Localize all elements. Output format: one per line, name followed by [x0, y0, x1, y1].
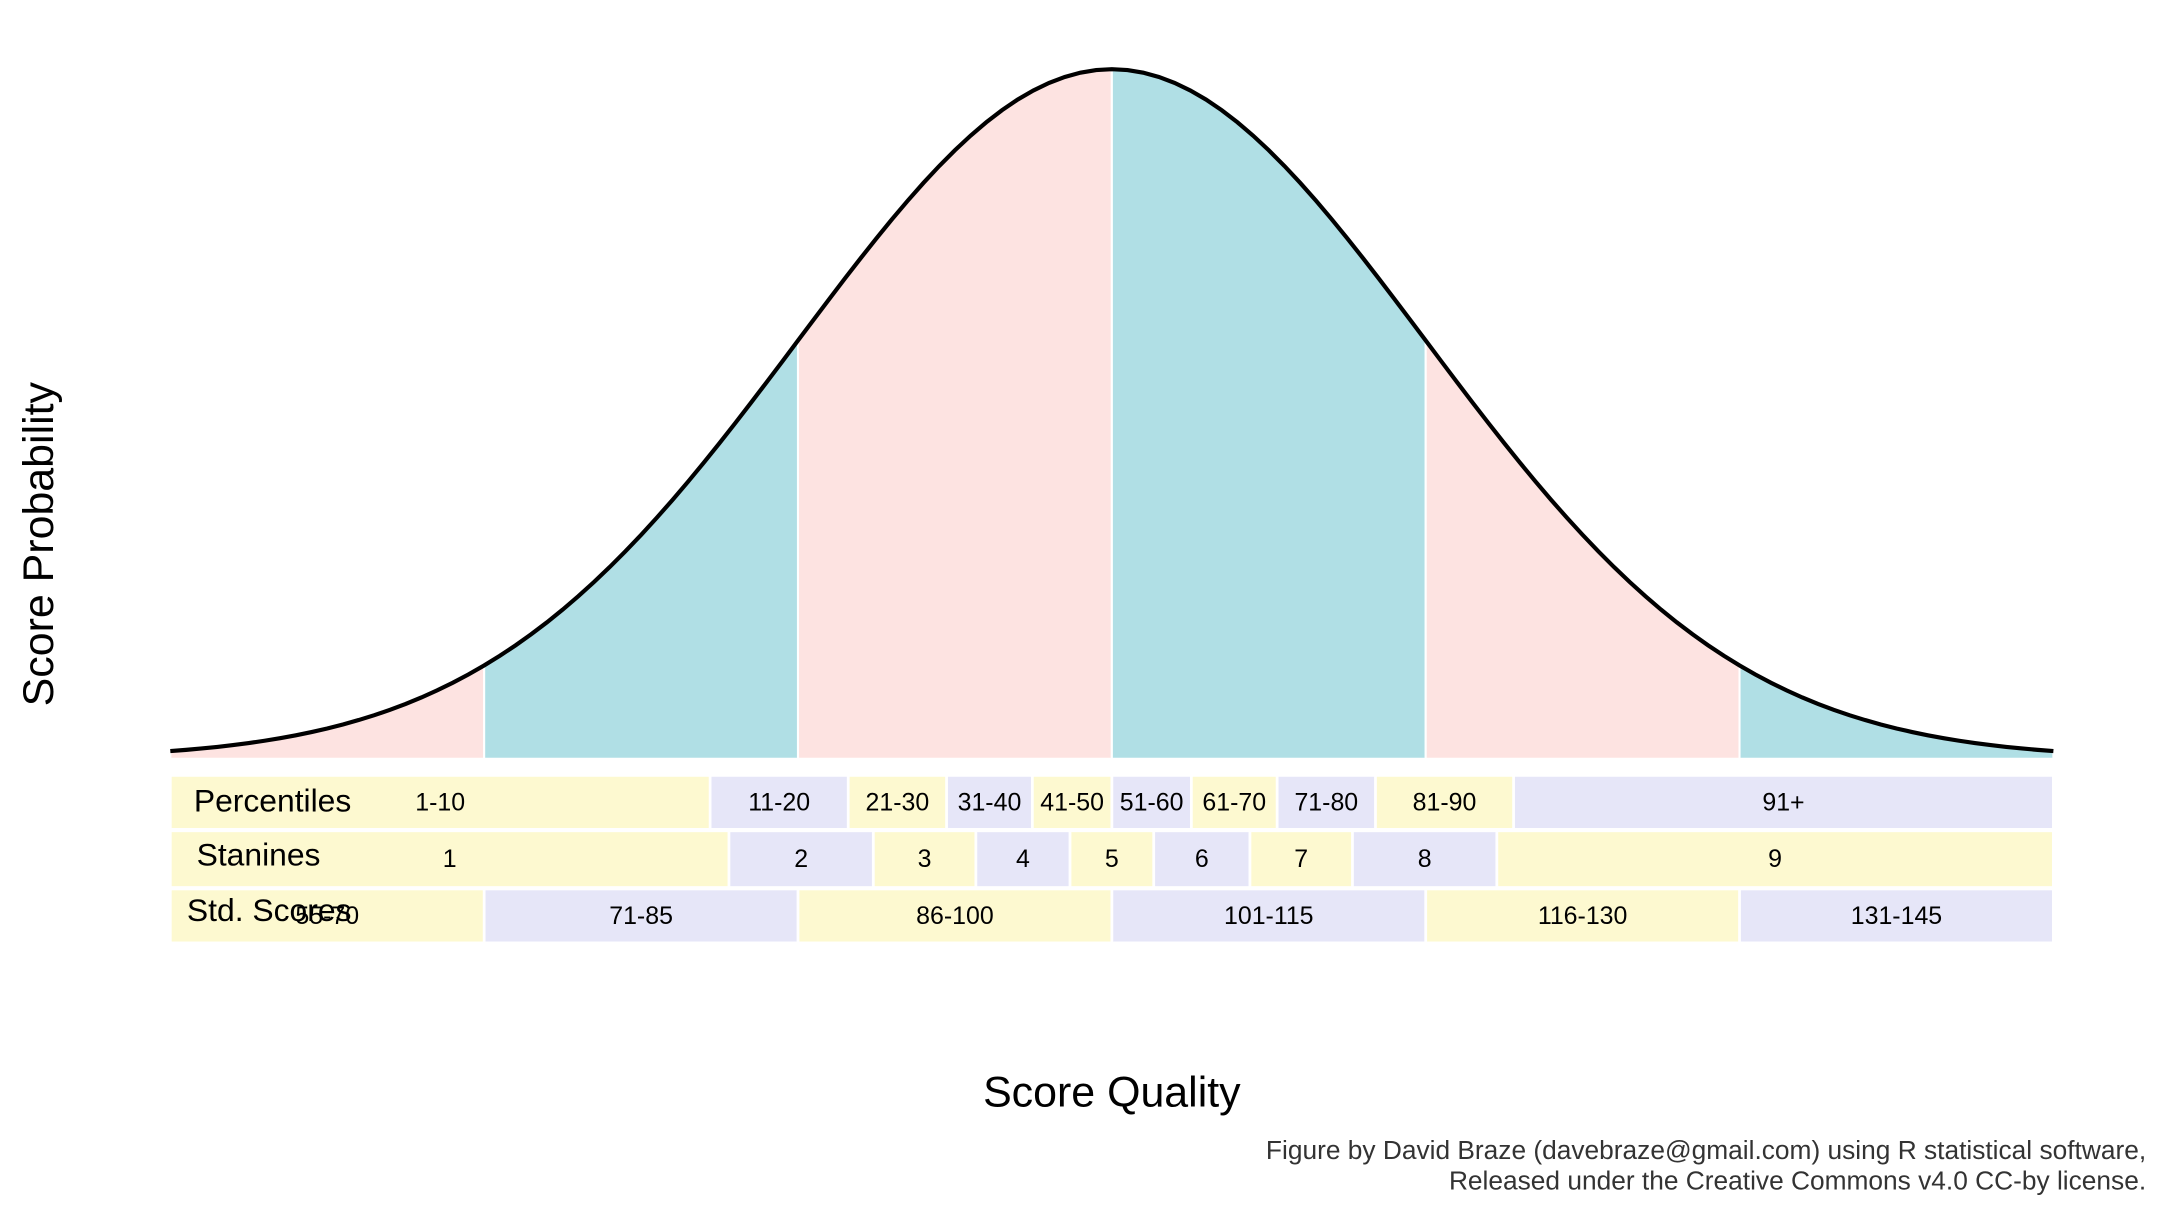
- cell-label: 71-80: [1294, 788, 1358, 816]
- cell-label: 101-115: [1224, 902, 1314, 930]
- region: [1738, 663, 2055, 760]
- cell: [1071, 832, 1153, 887]
- row-label: Std. Scores: [187, 892, 352, 928]
- cell-label: 1-10: [415, 788, 465, 816]
- cell: [171, 890, 483, 942]
- cell: [1278, 776, 1375, 828]
- cell: [849, 776, 946, 828]
- cell: [1113, 890, 1425, 942]
- cell: [977, 832, 1069, 887]
- region: [169, 663, 486, 760]
- caption: Released under the Creative Commons v4.0…: [1449, 1165, 2146, 1195]
- cell-label: 3: [918, 845, 932, 873]
- cell-label: 21-30: [866, 788, 930, 816]
- cell: [1740, 890, 2052, 942]
- cell-label: 51-60: [1120, 788, 1184, 816]
- cell-label: 91+: [1762, 788, 1804, 816]
- cell-label: 71-85: [609, 902, 673, 930]
- cell: [1376, 776, 1513, 828]
- cell-label: 55-70: [295, 902, 359, 930]
- cell-label: 2: [794, 845, 808, 873]
- region: [796, 68, 1113, 760]
- row-label: Stanines: [197, 836, 321, 872]
- cell: [171, 776, 709, 828]
- y-axis-label: Score Probability: [15, 381, 63, 706]
- cell: [730, 832, 872, 887]
- cell-label: 8: [1418, 845, 1432, 873]
- cell-label: 131-145: [1851, 902, 1942, 930]
- cell: [947, 776, 1031, 828]
- cell-label: 81-90: [1413, 788, 1477, 816]
- row-label: Percentiles: [194, 782, 351, 818]
- cell: [1427, 890, 1739, 942]
- cell-label: 31-40: [958, 788, 1022, 816]
- x-axis-label: Score Quality: [983, 1069, 1241, 1117]
- cell: [171, 832, 728, 887]
- cell-label: 11-20: [748, 788, 810, 816]
- cell-label: 4: [1016, 845, 1030, 873]
- cell: [1033, 776, 1111, 828]
- density-curve: [170, 67, 2054, 754]
- region: [1110, 68, 1427, 760]
- cell: [1251, 832, 1352, 887]
- cell: [1498, 832, 2052, 887]
- cell-label: 61-70: [1202, 788, 1266, 816]
- caption: Figure by David Braze (davebraze@gmail.c…: [1266, 1135, 2146, 1165]
- cell: [1192, 776, 1276, 828]
- cell-label: 9: [1768, 845, 1782, 873]
- cell-label: 86-100: [916, 902, 994, 930]
- cell-label: 1: [443, 845, 457, 873]
- cell: [1353, 832, 1496, 887]
- cell: [1155, 832, 1249, 887]
- cell-label: 7: [1294, 845, 1308, 873]
- cell-label: 5: [1105, 845, 1119, 873]
- cell-label: 41-50: [1040, 788, 1104, 816]
- cell-label: 116-130: [1538, 902, 1628, 930]
- cell: [1113, 776, 1190, 828]
- cell: [799, 890, 1111, 942]
- cell: [711, 776, 847, 828]
- cell: [1514, 776, 2052, 828]
- cell: [874, 832, 975, 887]
- cell-label: 6: [1195, 845, 1209, 873]
- cell: [485, 890, 797, 942]
